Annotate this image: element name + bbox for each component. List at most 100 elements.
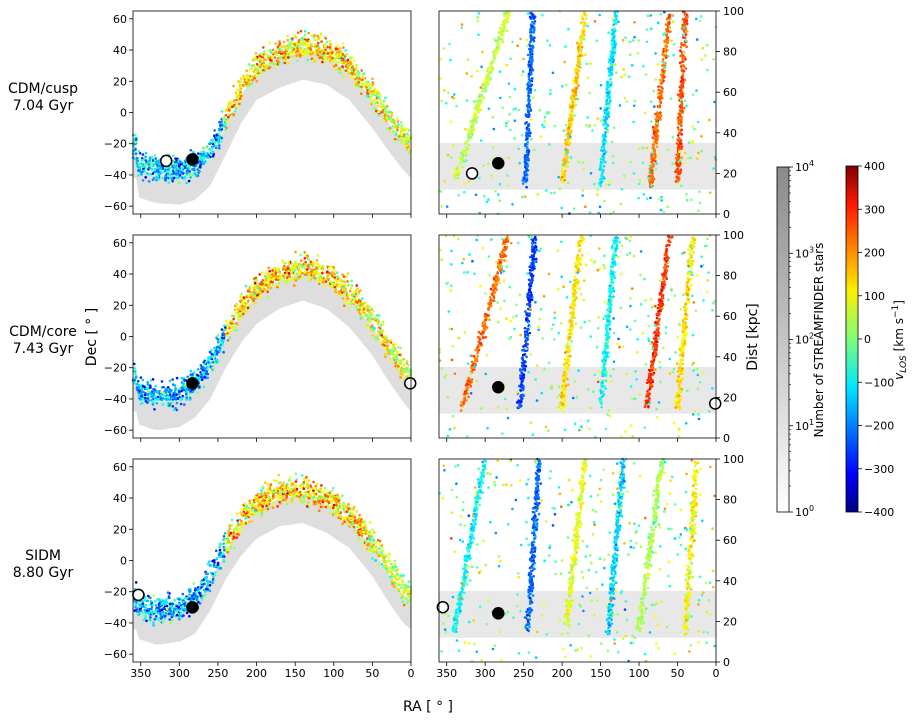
data-point [607,91,610,95]
data-point [657,134,660,138]
data-point [392,343,395,347]
data-point [389,338,392,342]
data-point [239,299,243,302]
data-point [175,178,179,182]
data-point [683,20,686,24]
data-point [467,180,471,183]
data-point [373,327,377,330]
data-point [542,125,546,129]
data-point [526,125,530,128]
data-point [214,145,218,148]
data-point [366,309,370,312]
data-point [200,153,204,156]
row-label-sidm-line2: 8.80 Gyr [13,565,74,581]
data-point [398,353,401,357]
data-point [223,115,226,119]
data-point [285,273,288,276]
data-point [529,108,533,112]
y-tick-label: 40 [723,127,737,140]
data-point [353,59,356,63]
data-point [570,129,573,132]
data-point [331,56,334,60]
data-point [572,107,576,110]
data-point [524,162,528,165]
data-point [252,293,256,296]
data-point [407,142,411,146]
data-point [541,123,544,127]
data-point [302,50,305,54]
data-point [143,163,147,167]
data-point [650,156,654,159]
data-point [648,164,652,168]
data-point [350,66,354,69]
data-point [551,71,555,75]
data-point [570,110,574,113]
data-point [369,98,373,101]
data-point [603,150,606,153]
data-point [295,54,298,58]
data-point [245,69,248,73]
data-point [247,299,250,303]
y-tick-label: 40 [113,268,127,281]
data-point [171,383,175,386]
data-point [677,137,680,141]
data-point [266,275,270,278]
data-point [399,126,403,130]
data-point [375,99,378,103]
data-point [199,162,202,166]
data-point [521,70,525,73]
data-point [528,134,531,138]
data-point [561,171,564,174]
data-point [224,123,227,127]
data-point [256,67,260,70]
data-point [443,89,446,92]
data-point [657,154,660,157]
data-point [576,97,580,101]
data-point [233,308,237,312]
data-point [262,68,265,72]
data-point [560,168,564,172]
data-point [156,390,159,394]
data-point [566,181,570,185]
data-point [187,394,190,397]
data-point [407,363,410,367]
data-point [439,58,443,61]
data-point [468,135,472,139]
y-tick-label: −40 [104,169,127,182]
data-point [206,366,209,370]
data-point [677,128,681,132]
data-point [478,341,482,345]
data-point [374,93,378,97]
data-point [667,54,670,58]
data-point [284,54,287,58]
data-point [276,269,280,273]
data-point [601,156,605,160]
data-point [575,72,579,76]
data-point [402,127,406,130]
data-point [300,275,304,279]
data-point [202,146,205,150]
data-point [257,73,260,77]
data-point [262,287,266,291]
data-point [469,120,472,123]
data-point [357,81,360,84]
data-point [181,386,184,389]
data-point [574,93,578,96]
data-point [525,146,529,150]
data-point [400,136,403,139]
data-point [686,157,690,160]
data-point [242,74,245,78]
data-point [473,128,476,131]
panels: −60−40−200204060020406080100−60−40−20020… [104,5,744,680]
data-point [475,121,478,124]
data-point [326,277,329,281]
data-point [603,152,606,156]
data-point [605,183,609,186]
data-point [198,169,201,173]
data-point [459,151,463,155]
data-point [319,278,323,282]
data-point [313,51,317,54]
data-point [531,24,534,28]
data-point [678,159,681,163]
data-point [208,142,212,145]
